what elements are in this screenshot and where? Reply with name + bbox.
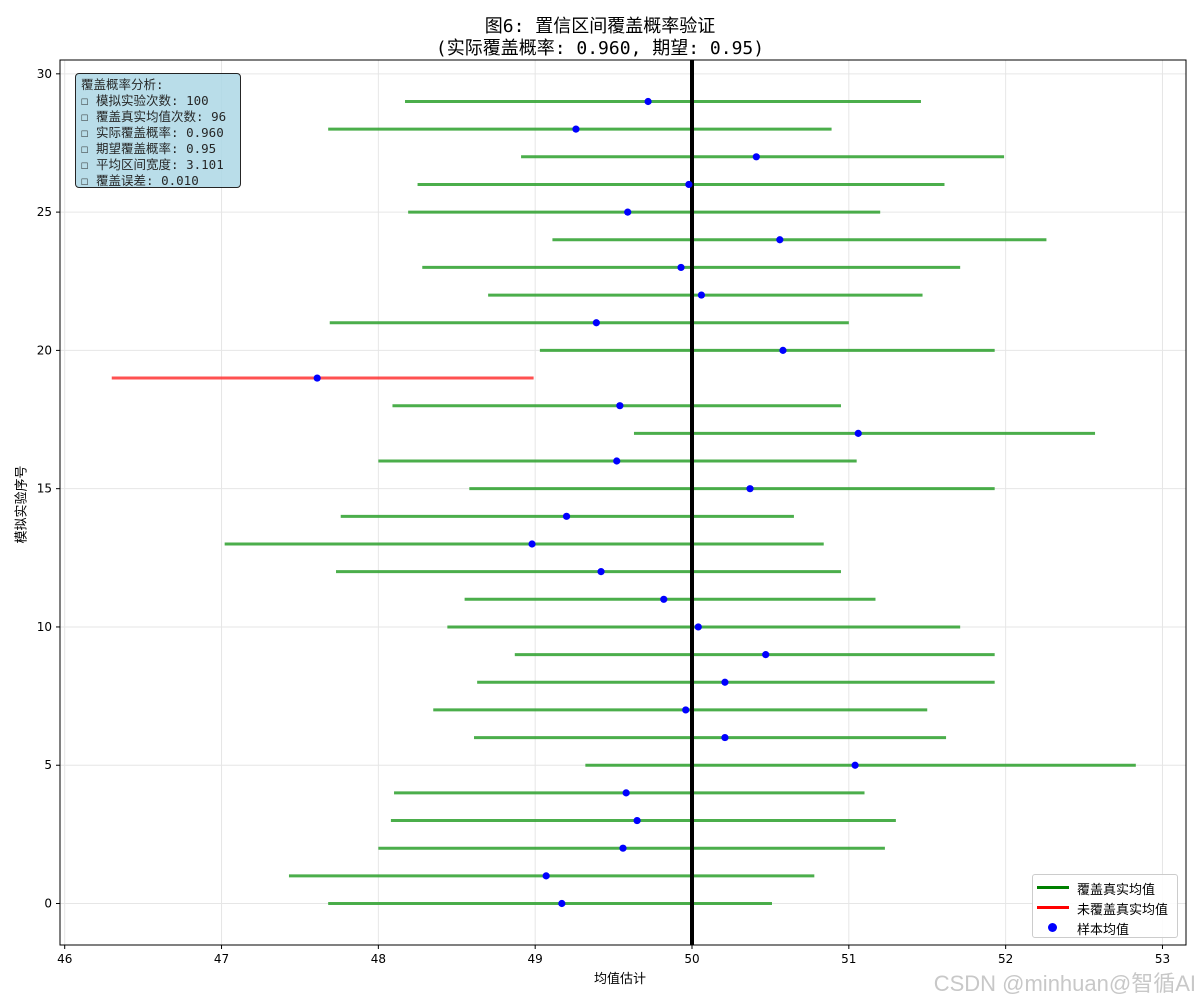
x-axis-label: 均值估计 <box>593 972 646 987</box>
x-tick-label: 51 <box>841 952 856 966</box>
sample-mean-point <box>779 346 787 354</box>
sample-mean-point <box>619 844 627 852</box>
legend-label: 未覆盖真实均值 <box>1077 903 1169 918</box>
sample-mean-point <box>721 678 729 686</box>
legend-line-green <box>1037 886 1069 889</box>
x-tick-label: 48 <box>371 952 386 966</box>
sample-mean-point <box>624 208 632 216</box>
stats-line: ☐ 实际覆盖概率: 0.960 <box>81 125 224 140</box>
stats-line: ☐ 覆盖真实均值次数: 96 <box>81 109 227 124</box>
legend-line-red <box>1037 906 1069 909</box>
sample-mean-point <box>616 402 624 410</box>
sample-mean-point <box>644 97 652 106</box>
x-tick-label: 53 <box>1155 952 1170 966</box>
sample-mean-point <box>542 872 550 880</box>
sample-mean-point <box>677 263 685 272</box>
chart-title: 图6: 置信区间覆盖概率验证 <box>484 16 716 37</box>
stats-heading: 覆盖概率分析: <box>81 77 164 92</box>
legend-label: 覆盖真实均值 <box>1077 883 1156 898</box>
sample-mean-point <box>776 236 784 244</box>
sample-mean-point <box>660 595 668 603</box>
sample-mean-point <box>762 651 770 659</box>
legend-item-covered: 覆盖真实均值 <box>1033 878 1179 898</box>
x-tick-label: 52 <box>998 952 1013 966</box>
sample-mean-point <box>528 540 536 548</box>
plot-area <box>60 60 1186 945</box>
sample-mean-point <box>752 153 760 161</box>
x-tick-label: 49 <box>528 952 543 966</box>
sample-mean-point <box>682 706 690 714</box>
y-tick-label: 0 <box>44 897 52 911</box>
interval-lines <box>111 99 1136 906</box>
sample-mean-point <box>697 291 706 299</box>
x-tick-label: 46 <box>57 952 72 966</box>
stats-box: 覆盖概率分析: ☐ 模拟实验次数: 100 ☐ 覆盖真实均值次数: 96 ☐ 实… <box>75 73 241 188</box>
legend-label: 样本均值 <box>1077 923 1130 938</box>
y-tick-label: 30 <box>37 67 52 81</box>
sample-mean-point <box>633 816 641 825</box>
sample-mean-point <box>572 125 580 133</box>
sample-mean-point <box>694 623 702 631</box>
y-tick-label: 25 <box>37 205 52 219</box>
plot-frame <box>59 59 1187 946</box>
sample-mean-point <box>592 319 600 327</box>
sample-mean-point <box>746 485 754 493</box>
y-tick-label: 20 <box>37 343 52 357</box>
sample-mean-point <box>622 789 630 797</box>
legend: 覆盖真实均值 未覆盖真实均值 样本均值 <box>1032 874 1178 938</box>
sample-mean-point <box>613 457 621 465</box>
sample-mean-point <box>597 568 605 576</box>
sample-mean-point <box>721 733 729 742</box>
stats-line: ☐ 模拟实验次数: 100 <box>81 93 209 108</box>
legend-dot-blue <box>1048 923 1057 932</box>
chart-subtitle: (实际覆盖概率: 0.960, 期望: 0.95) <box>435 38 765 59</box>
watermark: CSDN @minhuan@智循AI <box>933 971 1196 996</box>
y-tick-label: 5 <box>44 758 52 772</box>
sample-mean-point <box>851 761 859 769</box>
y-axis-label: 模拟实验序号 <box>14 465 30 544</box>
stats-line: ☐ 覆盖误差: 0.010 <box>81 173 199 188</box>
sample-mean-point <box>685 180 693 189</box>
x-tick-label: 47 <box>214 952 229 966</box>
sample-mean-points <box>313 97 862 908</box>
stats-line: ☐ 平均区间宽度: 3.101 <box>81 157 224 172</box>
stats-line: ☐ 期望覆盖概率: 0.95 <box>81 141 217 156</box>
y-tick-label: 10 <box>37 620 52 634</box>
sample-mean-point <box>558 899 566 908</box>
sample-mean-point <box>562 512 571 520</box>
legend-item-mean: 样本均值 <box>1033 918 1179 938</box>
sample-mean-point <box>313 374 321 382</box>
y-tick-label: 15 <box>37 482 52 496</box>
sample-mean-point <box>854 429 862 437</box>
legend-item-not-covered: 未覆盖真实均值 <box>1033 898 1179 918</box>
x-tick-label: 50 <box>684 952 699 966</box>
axis-ticks: 46 47 48 49 50 51 52 53 0 5 10 15 20 25 30 <box>37 67 1170 966</box>
